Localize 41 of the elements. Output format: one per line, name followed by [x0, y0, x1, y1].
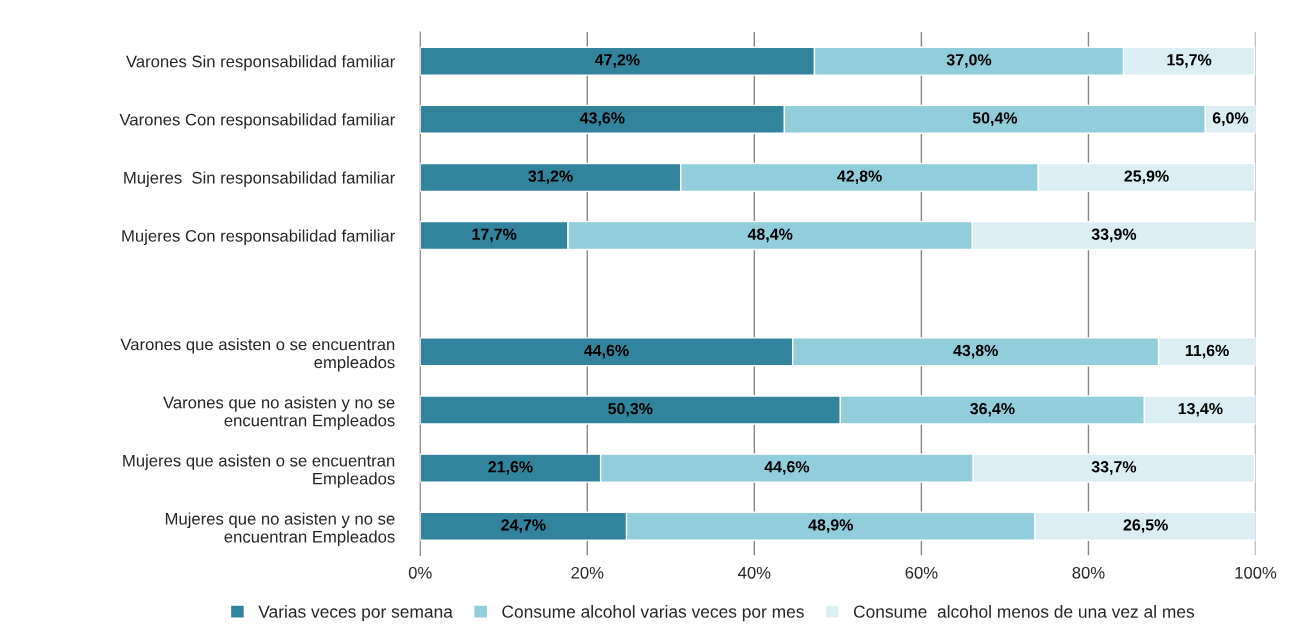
data-label: 47,2% [594, 54, 640, 68]
data-label: 17,7% [472, 228, 517, 243]
data-label: 43,8% [953, 344, 998, 359]
data-label: 42,8% [837, 170, 882, 185]
data-label: 43,6% [579, 112, 625, 126]
data-label: 24,7% [501, 519, 546, 533]
y-tick-label: Varones que no asisten y no se encuentran Empleados [163, 396, 395, 430]
data-label: 37,0% [946, 54, 992, 68]
data-label: 21,6% [488, 461, 533, 475]
data-label: 11,6% [1185, 344, 1229, 359]
data-label: 48,4% [747, 228, 793, 243]
data-label: 44,6% [584, 344, 629, 359]
y-tick-label: Mujeres que no asisten y no se encuentran Empleados [165, 512, 395, 546]
data-label: 6,0% [1212, 112, 1249, 126]
data-label: 31,2% [528, 170, 573, 185]
data-label: 26,5% [1123, 519, 1168, 533]
y-tick-label: Mujeres que asisten o se encuentran Empleados [123, 454, 395, 488]
x-tick-label: 80% [1072, 566, 1105, 579]
legend-label: Varias veces por semana [258, 605, 453, 622]
data-label: 33,9% [1091, 228, 1137, 243]
y-tick-label: Varones Sin responsabilidad familiar [126, 55, 395, 71]
y-tick-label: Mujeres Con responsabilidad familiar [122, 229, 395, 246]
data-label: 13,4% [1178, 402, 1223, 417]
data-label: 50,4% [972, 112, 1018, 126]
y-tick-label: Varones Con responsabilidad familiar [119, 113, 395, 129]
data-label: 50,3% [608, 402, 653, 417]
legend-label: Consume alcohol varias veces por mes [502, 605, 804, 622]
x-tick-label: 100% [1235, 566, 1277, 579]
legend-label: Consume alcohol menos de una vez al mes [853, 605, 1195, 618]
y-tick-label: Mujeres Sin responsabilidad familiar [124, 171, 395, 187]
x-tick-label: 20% [571, 566, 604, 579]
data-label: 44,6% [764, 461, 810, 475]
x-tick-label: 60% [905, 566, 938, 579]
x-tick-label: 0% [408, 566, 432, 579]
y-tick-label: Varones que asisten o se encuentran empleados [120, 338, 395, 372]
data-label: 15,7% [1167, 54, 1212, 68]
data-label: 33,7% [1091, 461, 1137, 475]
x-tick-label: 40% [738, 566, 771, 579]
data-label: 36,4% [970, 402, 1015, 417]
data-label: 25,9% [1124, 170, 1169, 185]
data-label: 48,9% [808, 519, 853, 533]
